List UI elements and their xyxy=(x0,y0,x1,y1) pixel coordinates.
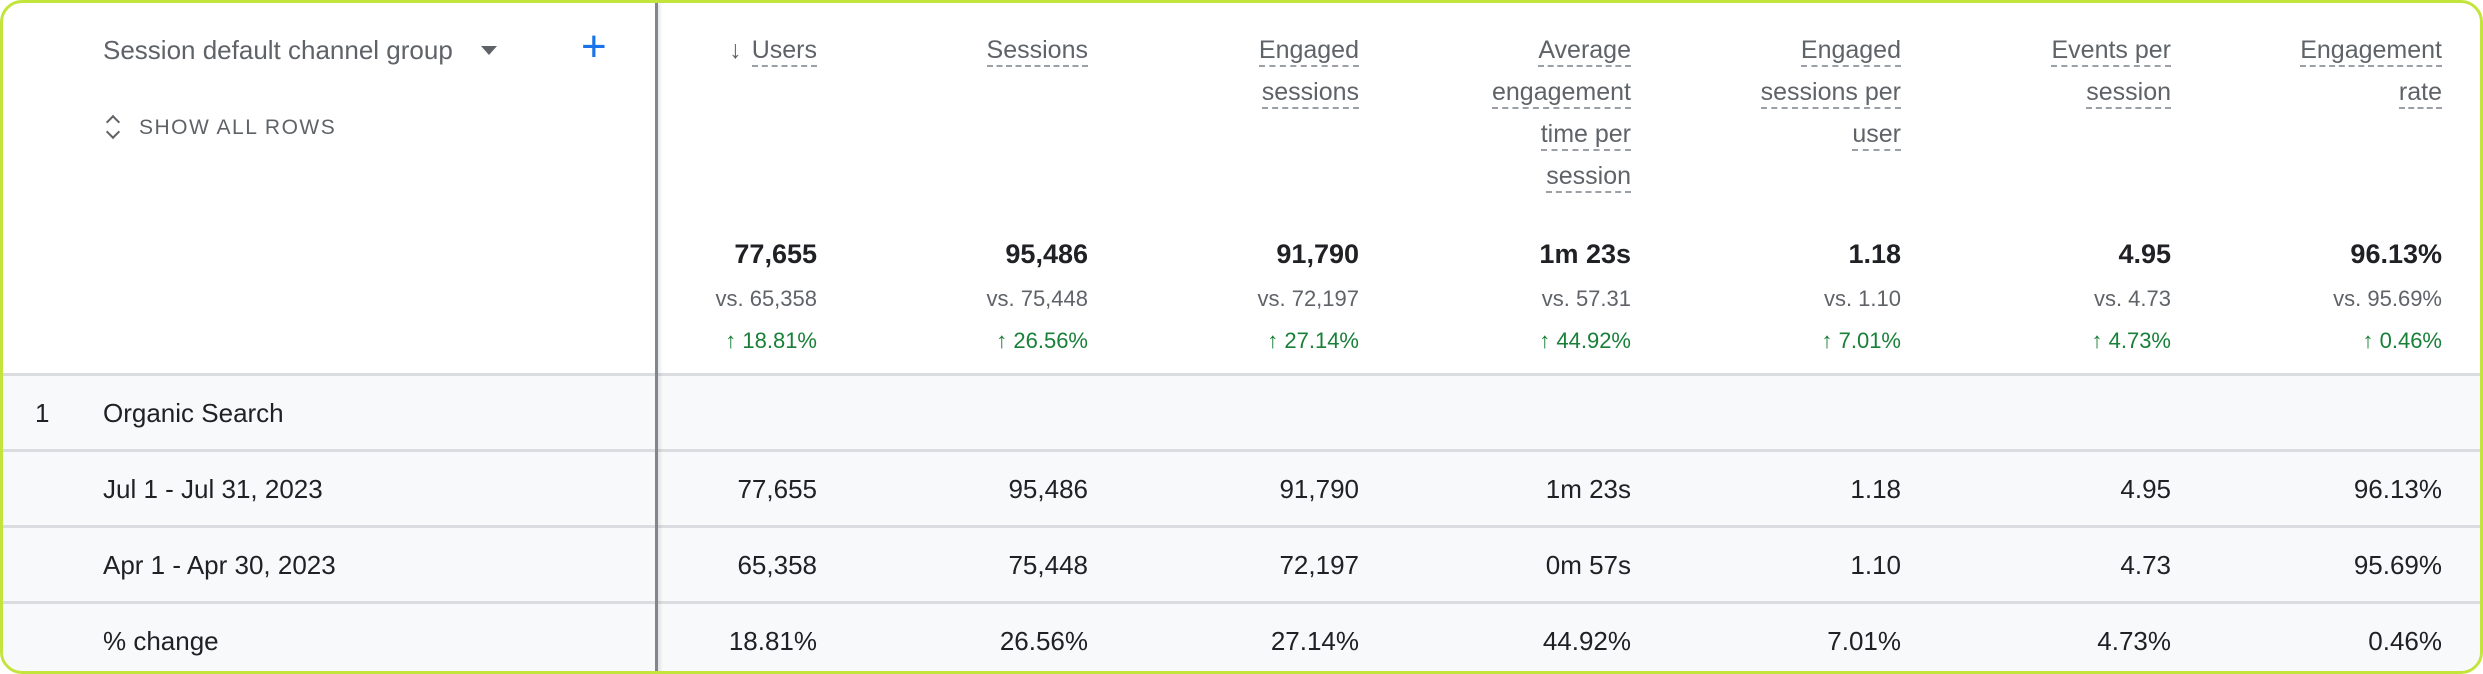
table-cell: 1.10 xyxy=(1850,550,1901,580)
change-indicator: ↑ 44.92% xyxy=(1539,328,1631,354)
arrow-up-icon: ↑ xyxy=(1821,328,1839,353)
column-header-label: time per xyxy=(1540,119,1631,151)
table-cell: 91,790 xyxy=(1279,474,1359,504)
comparison-value: vs. 95.69% xyxy=(2333,286,2442,311)
total-value: 1.18 xyxy=(1848,239,1901,269)
table-cell: 0.46% xyxy=(2368,626,2442,656)
add-dimension-plus-icon[interactable]: + xyxy=(581,22,607,71)
total-value: 91,790 xyxy=(1276,239,1359,269)
row-label: % change xyxy=(103,626,219,656)
table-row[interactable]: % change 18.81% 26.56% 27.14% 44.92% 7.01% 4.7… xyxy=(3,601,2480,671)
column-header[interactable]: ↓ Users xyxy=(557,31,817,73)
column-header-label: Engaged xyxy=(1800,35,1901,67)
dimension-label: Session default channel group xyxy=(103,35,453,65)
arrow-up-icon: ↑ xyxy=(1539,328,1557,353)
row-label: Organic Search xyxy=(103,398,284,428)
column-header-label: Users xyxy=(751,35,817,67)
row-label: Apr 1 - Apr 30, 2023 xyxy=(103,550,336,580)
comparison-value: vs. 57.31 xyxy=(1541,286,1631,311)
show-all-rows-button[interactable]: SHOW ALL ROWS xyxy=(103,113,336,143)
column-header[interactable]: Events per session xyxy=(1911,31,2171,115)
arrow-up-icon: ↑ xyxy=(996,328,1014,353)
total-value: 95,486 xyxy=(1005,239,1088,269)
show-all-rows-label: SHOW ALL ROWS xyxy=(139,116,337,139)
total-value: 1m 23s xyxy=(1539,239,1631,269)
table-row[interactable]: 1 Organic Search xyxy=(3,373,2480,449)
table-cell: 95.69% xyxy=(2353,550,2442,580)
table-cell: 44.92% xyxy=(1542,626,1631,656)
table-cell: 18.81% xyxy=(728,626,817,656)
change-indicator: ↑ 0.46% xyxy=(2362,328,2442,354)
table-cell: 4.73% xyxy=(2097,626,2171,656)
table-cell: 1.18 xyxy=(1850,474,1901,504)
column-header-label: user xyxy=(1852,119,1901,151)
table-cell: 4.73 xyxy=(2120,550,2171,580)
column-header[interactable]: Sessions xyxy=(828,31,1088,73)
total-value: 96.13% xyxy=(2350,239,2442,269)
row-index: 1 xyxy=(35,398,50,428)
dropdown-caret-icon xyxy=(480,46,497,55)
comparison-value: vs. 72,197 xyxy=(1257,286,1359,311)
table-cell: 26.56% xyxy=(999,626,1088,656)
change-value: 0.46% xyxy=(2379,328,2442,353)
column-header-label: Engaged xyxy=(1258,35,1359,67)
column-header[interactable]: Engaged sessions xyxy=(1099,31,1359,115)
arrow-up-icon: ↑ xyxy=(2362,328,2380,353)
total-value: 4.95 xyxy=(2118,239,2171,269)
column-header-label: Events per xyxy=(2051,35,2171,67)
column-header-label: Engagement xyxy=(2300,35,2442,67)
comparison-value: vs. 1.10 xyxy=(1823,286,1901,311)
sort-down-arrow-icon: ↓ xyxy=(729,36,742,64)
arrow-up-icon: ↑ xyxy=(2091,328,2109,353)
column-header-label: Sessions xyxy=(986,35,1088,67)
change-indicator: ↑ 18.81% xyxy=(725,328,817,354)
column-header-label: sessions per xyxy=(1760,77,1901,109)
arrow-up-icon: ↑ xyxy=(725,328,743,353)
expand-collapse-icon xyxy=(103,113,123,143)
dimension-selector[interactable]: Session default channel group xyxy=(103,35,497,66)
comparison-value: vs. 4.73 xyxy=(2093,286,2171,311)
table-cell: 77,655 xyxy=(737,474,817,504)
row-label: Jul 1 - Jul 31, 2023 xyxy=(103,474,323,504)
table-row[interactable]: Jul 1 - Jul 31, 2023 77,655 95,486 91,790 1m… xyxy=(3,449,2480,525)
change-value: 44.92% xyxy=(1556,328,1631,353)
table-cell: 4.95 xyxy=(2120,474,2171,504)
table-cell: 95,486 xyxy=(1008,474,1088,504)
column-header-label: engagement xyxy=(1491,77,1631,109)
table-cell: 96.13% xyxy=(2353,474,2442,504)
change-indicator: ↑ 7.01% xyxy=(1821,328,1901,354)
comparison-value: vs. 75,448 xyxy=(986,286,1088,311)
column-header-label: Average xyxy=(1538,35,1631,67)
change-value: 18.81% xyxy=(742,328,817,353)
column-header-label: session xyxy=(2086,77,2171,109)
comparison-value: vs. 65,358 xyxy=(715,286,817,311)
change-indicator: ↑ 4.73% xyxy=(2091,328,2171,354)
total-value: 77,655 xyxy=(734,239,817,269)
table-row[interactable]: Apr 1 - Apr 30, 2023 65,358 75,448 72,197 0m… xyxy=(3,525,2480,601)
table-cell: 27.14% xyxy=(1270,626,1359,656)
table-cell: 0m 57s xyxy=(1545,550,1631,580)
change-value: 26.56% xyxy=(1013,328,1088,353)
column-header[interactable]: Average engagement time per session xyxy=(1371,31,1631,199)
column-header-label: rate xyxy=(2398,77,2442,109)
table-cell: 75,448 xyxy=(1008,550,1088,580)
change-indicator: ↑ 27.14% xyxy=(1267,328,1359,354)
table-cell: 72,197 xyxy=(1279,550,1359,580)
change-value: 27.14% xyxy=(1284,328,1359,353)
column-header[interactable]: Engagement rate xyxy=(2182,31,2442,115)
table-cell: 1m 23s xyxy=(1545,474,1631,504)
change-value: 4.73% xyxy=(2108,328,2171,353)
column-header-label: session xyxy=(1546,161,1631,193)
change-value: 7.01% xyxy=(1838,328,1901,353)
change-indicator: ↑ 26.56% xyxy=(996,328,1088,354)
table-cell: 7.01% xyxy=(1827,626,1901,656)
arrow-up-icon: ↑ xyxy=(1267,328,1285,353)
column-header-label: sessions xyxy=(1261,77,1359,109)
table-cell: 65,358 xyxy=(737,550,817,580)
column-header[interactable]: Engaged sessions per user xyxy=(1641,31,1901,157)
column-divider[interactable] xyxy=(655,3,658,671)
